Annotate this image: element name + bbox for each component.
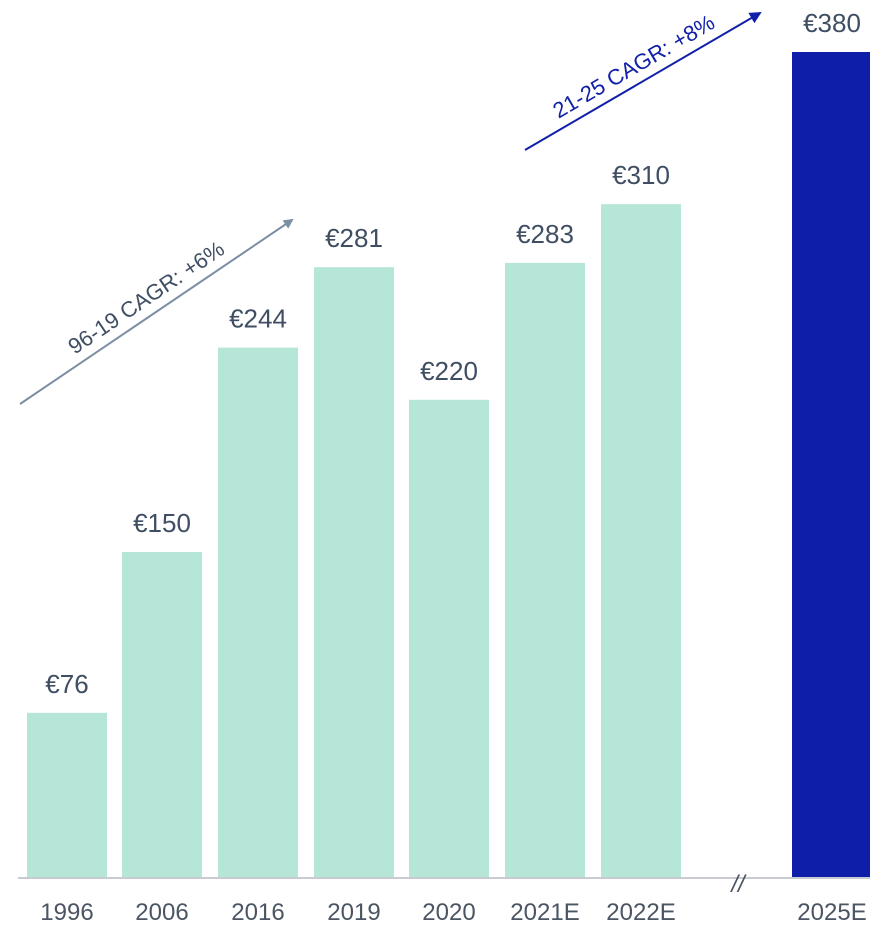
bar-2020 [409,399,489,878]
value-label-2022e: €310 [612,160,670,190]
value-label-2025e: €380 [803,8,861,38]
x-tick-label-1996: 1996 [40,899,93,925]
x-tick-label-2025e: 2025E [797,899,866,925]
bar-2016 [218,347,298,878]
x-tick-label-2022e: 2022E [606,899,675,925]
cagr-arrow-1 [19,218,294,405]
x-tick-label-2021e: 2021E [510,899,579,925]
value-label-2019: €281 [325,223,383,253]
cagr-label-2: 21-25 CAGR: +8% [548,10,719,124]
bar-2022e [601,204,681,878]
x-tick-label-2020: 2020 [422,899,475,925]
x-tick-label-2019: 2019 [327,899,380,925]
bar-2006 [122,551,202,878]
axis-break-marker: // [729,871,747,898]
x-tick-label-2006: 2006 [135,899,188,925]
cagr-label-1: 96-19 CAGR: +6% [63,236,228,359]
value-labels-layer: €76 €150 €244 €281 €220 €283 €310 €380 [45,8,861,699]
value-label-2021e: €283 [516,219,574,249]
x-tick-label-2016: 2016 [231,899,284,925]
value-label-2016: €244 [229,304,287,334]
bars-layer [27,52,870,879]
x-tick-labels: 1996 2006 2016 2019 2020 2021E 2022E 2025E [40,899,866,925]
bar-2019 [314,267,394,879]
value-label-1996: €76 [45,669,88,699]
value-label-2020: €220 [420,356,478,386]
value-label-2006: €150 [133,508,191,538]
bar-2021e [505,262,585,878]
bar-1996 [27,712,107,878]
cagr-arrow-2 [524,11,762,151]
bar-2025e [792,52,870,878]
x-axis: // [18,871,870,898]
